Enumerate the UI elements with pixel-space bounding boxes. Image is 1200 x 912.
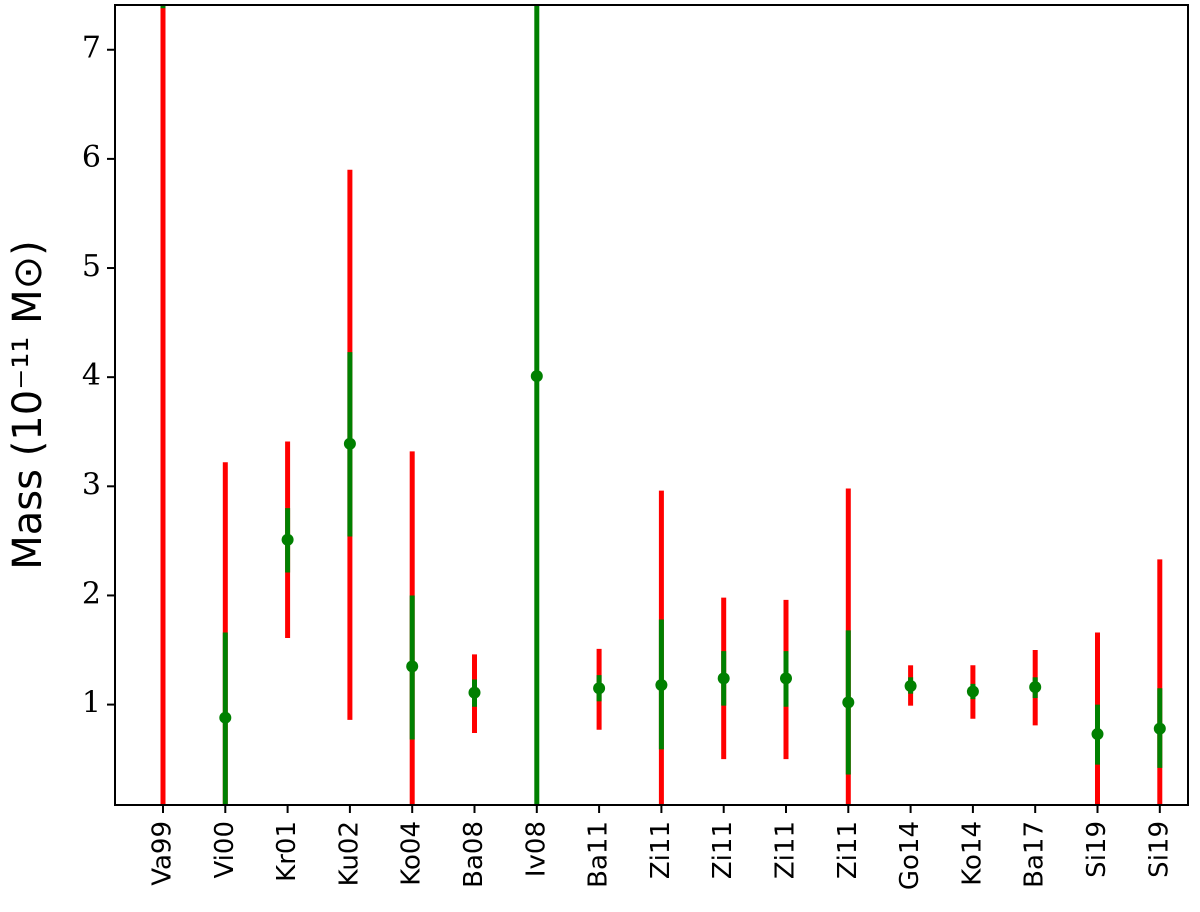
x-tick-label: Ba11 — [584, 821, 614, 888]
point — [904, 680, 917, 693]
point — [1153, 722, 1166, 735]
y-tick-label: 3 — [82, 467, 101, 502]
x-tick-label: Zi11 — [646, 821, 676, 879]
x-tick-label: Go14 — [895, 821, 925, 890]
y-tick-label: 6 — [82, 140, 101, 175]
x-tick-label: Si19 — [1082, 821, 1112, 878]
x-tick-label: Zi11 — [833, 821, 863, 879]
x-tick-label: Si19 — [1144, 821, 1174, 878]
point — [717, 672, 730, 685]
point — [219, 711, 232, 724]
y-tick-label: 1 — [82, 686, 101, 721]
axes-frame — [114, 4, 1189, 806]
point — [281, 533, 294, 546]
x-tick-label: Zi11 — [771, 821, 801, 879]
plot-area — [160, 5, 1166, 805]
point — [530, 370, 543, 383]
point — [1029, 681, 1042, 694]
point — [468, 686, 481, 699]
x-tick-label: Ku02 — [334, 821, 364, 886]
point — [842, 696, 855, 709]
point — [343, 437, 356, 450]
y-tick-label: 5 — [82, 249, 101, 284]
x-tick-label: Kr01 — [272, 821, 302, 882]
y-tick-label: 4 — [82, 358, 101, 393]
x-tick-label: Iv08 — [521, 821, 551, 877]
x-tick-label: Ba08 — [459, 821, 489, 888]
y-tick-label: 7 — [82, 31, 101, 66]
point — [406, 660, 419, 673]
x-tick-label: Ko04 — [397, 821, 427, 886]
x-tick-label: Vi00 — [210, 821, 240, 879]
x-tick-label: Ko14 — [957, 821, 987, 886]
x-tick-label: Ba17 — [1020, 821, 1050, 888]
point — [593, 682, 606, 695]
point — [966, 685, 979, 698]
y-axis-label: Mass (10⁻¹¹ M⊙) — [5, 240, 51, 569]
x-tick-label: Va99 — [148, 821, 178, 886]
point — [1091, 728, 1104, 741]
x-tick-label: Zi11 — [708, 821, 738, 879]
point — [780, 672, 792, 685]
point — [655, 678, 668, 691]
y-tick-label: 2 — [82, 576, 101, 611]
